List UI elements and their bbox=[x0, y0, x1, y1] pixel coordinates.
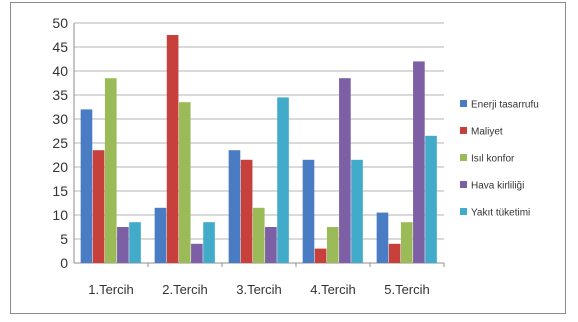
y-tick-label: 50 bbox=[52, 15, 68, 31]
bar bbox=[388, 243, 401, 263]
y-tick-label: 45 bbox=[52, 39, 68, 55]
bar bbox=[351, 159, 363, 263]
bars bbox=[80, 35, 437, 264]
legend-label: Isıl konfor bbox=[471, 154, 515, 165]
legend: Enerji tasarrufu Maliyet Isıl konfor Hava k… bbox=[460, 100, 539, 219]
bar-chart: 0 5 10 15 20 25 30 35 40 45 50 1.Tercih 2.Tercih 3.T… bbox=[52, 15, 539, 297]
y-tick-label: 40 bbox=[52, 63, 68, 79]
bar bbox=[117, 227, 129, 263]
y-tick-label: 35 bbox=[52, 87, 68, 103]
legend-swatch bbox=[460, 154, 467, 161]
bar bbox=[104, 78, 117, 263]
gridlines bbox=[74, 22, 444, 240]
bar bbox=[339, 78, 351, 263]
bar bbox=[314, 248, 327, 263]
x-category-label: 3.Tercih bbox=[236, 282, 282, 297]
y-tick-label: 5 bbox=[60, 231, 68, 247]
bar bbox=[191, 243, 203, 263]
legend-swatch bbox=[460, 181, 467, 188]
bar bbox=[228, 150, 241, 263]
y-tick-label: 30 bbox=[52, 111, 68, 127]
bar bbox=[240, 159, 253, 263]
bar bbox=[425, 135, 437, 263]
bar bbox=[265, 227, 277, 263]
legend-swatch bbox=[460, 100, 467, 107]
legend-label: Enerji tasarrufu bbox=[471, 100, 539, 111]
y-tick-label: 10 bbox=[52, 207, 68, 223]
x-category-labels: 1.Tercih 2.Tercih 3.Tercih 4.Tercih 5.Tercih bbox=[88, 282, 430, 297]
y-tick-label: 25 bbox=[52, 135, 68, 151]
legend-label: Hava kirliliği bbox=[471, 181, 524, 192]
chart-frame: 0 5 10 15 20 25 30 35 40 45 50 1.Tercih 2.Tercih 3.T… bbox=[10, 2, 566, 314]
legend-label: Yakıt tüketimi bbox=[471, 208, 530, 219]
bar bbox=[166, 35, 179, 263]
x-category-label: 5.Tercih bbox=[384, 282, 430, 297]
y-tick-label: 0 bbox=[60, 255, 68, 271]
bar bbox=[326, 227, 339, 263]
x-category-label: 4.Tercih bbox=[310, 282, 356, 297]
bar bbox=[302, 159, 315, 263]
x-category-label: 1.Tercih bbox=[88, 282, 134, 297]
bar bbox=[376, 212, 389, 263]
bar bbox=[178, 102, 191, 263]
legend-label: Maliyet bbox=[471, 127, 503, 138]
bar bbox=[277, 97, 289, 264]
bar bbox=[129, 222, 141, 263]
y-tick-labels: 0 5 10 15 20 25 30 35 40 45 50 bbox=[52, 15, 68, 271]
y-tick-label: 15 bbox=[52, 183, 68, 199]
bar bbox=[400, 222, 413, 263]
legend-swatch bbox=[460, 127, 467, 134]
bar bbox=[203, 222, 215, 263]
bar bbox=[154, 207, 167, 263]
bar bbox=[80, 109, 93, 264]
bar bbox=[92, 150, 105, 263]
x-category-label: 2.Tercih bbox=[162, 282, 208, 297]
bar bbox=[252, 207, 265, 263]
bar bbox=[413, 61, 425, 264]
y-tick-label: 20 bbox=[52, 159, 68, 175]
legend-swatch bbox=[460, 208, 467, 215]
